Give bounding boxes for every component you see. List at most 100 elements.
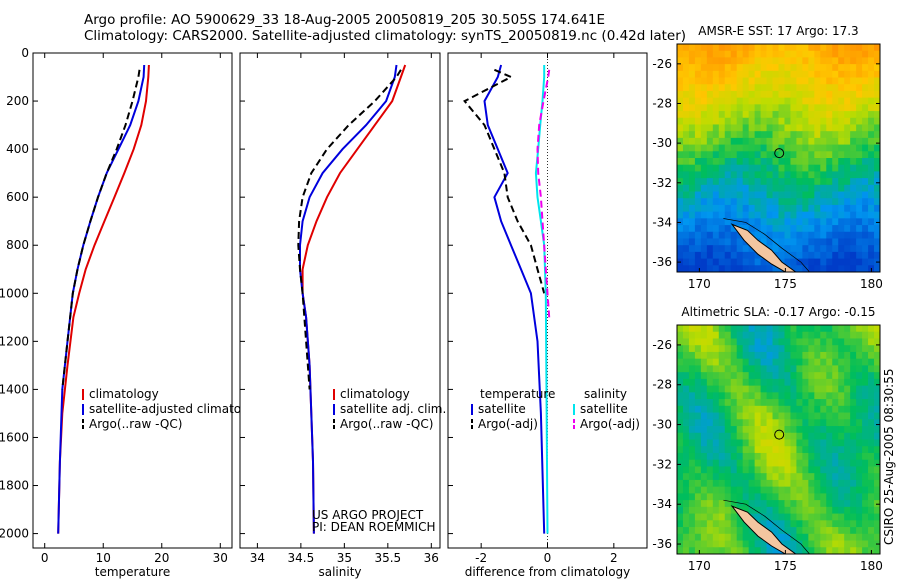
map-cell xyxy=(772,331,779,339)
map-cell xyxy=(808,211,815,219)
map-cell xyxy=(700,372,708,380)
map-cell xyxy=(682,506,690,514)
map-cell xyxy=(784,258,791,266)
map-cell xyxy=(868,204,875,213)
map-cell xyxy=(790,70,797,78)
map-cell xyxy=(742,178,750,186)
map-cell xyxy=(736,479,744,488)
map-cell xyxy=(754,198,761,206)
map-cell xyxy=(682,426,690,434)
map-cell xyxy=(706,211,714,219)
map-cell xyxy=(677,265,684,273)
map-cell xyxy=(772,392,779,400)
map-cell xyxy=(784,392,791,400)
map-cell xyxy=(814,385,821,393)
map-cell xyxy=(742,527,750,535)
map-cell xyxy=(760,198,767,206)
map-cell xyxy=(718,473,726,481)
map-cell xyxy=(808,439,815,447)
map-cell xyxy=(808,527,815,535)
map-cell xyxy=(856,378,863,387)
map-cell xyxy=(844,533,851,541)
map-cell xyxy=(706,204,714,213)
map-cell xyxy=(694,164,702,172)
map-cell xyxy=(730,97,738,105)
map-cell xyxy=(826,44,833,52)
map-cell xyxy=(677,439,684,447)
map-cell xyxy=(802,211,809,219)
map-cell xyxy=(760,473,767,481)
map-cell xyxy=(718,265,726,273)
map-cell xyxy=(790,171,797,179)
map-cell xyxy=(736,171,744,179)
map-cell xyxy=(766,44,773,52)
map-cell xyxy=(700,204,708,213)
map-cell xyxy=(694,527,702,535)
map-cell xyxy=(796,331,803,339)
map-cell xyxy=(688,446,696,454)
map-cell xyxy=(838,527,845,535)
map-cell xyxy=(700,527,708,535)
map-cell xyxy=(856,90,863,99)
map-cell xyxy=(694,238,702,246)
map-cell xyxy=(778,372,785,380)
map-cell xyxy=(874,446,881,454)
map-cell xyxy=(868,184,875,192)
map-cell xyxy=(688,124,696,132)
map-cell xyxy=(796,251,803,259)
map-cell xyxy=(730,184,738,192)
map-cell xyxy=(790,64,797,72)
map-cell xyxy=(778,117,785,125)
map-cell xyxy=(838,251,845,259)
map-cell xyxy=(682,446,690,454)
map-cell xyxy=(820,527,827,535)
map-cell xyxy=(760,412,767,420)
map-cell xyxy=(724,365,732,373)
map-cell xyxy=(730,64,738,72)
map-cell xyxy=(772,44,779,52)
map-cell xyxy=(688,547,696,555)
map-cell xyxy=(748,439,756,447)
map-cell xyxy=(838,231,845,239)
map-cell xyxy=(748,325,756,333)
map-cell xyxy=(796,338,803,346)
map-cell xyxy=(700,547,708,555)
map-cell xyxy=(700,57,708,65)
map-cell xyxy=(760,513,767,521)
map-cell xyxy=(838,144,845,152)
map-cell xyxy=(826,412,833,420)
map-cell xyxy=(706,520,714,528)
map-cell xyxy=(682,111,690,119)
map-cell xyxy=(808,204,815,213)
map-cell xyxy=(736,184,744,192)
map-cell xyxy=(772,90,779,99)
map-cell xyxy=(802,57,809,65)
map-cell xyxy=(760,204,767,213)
map-cell xyxy=(706,50,714,58)
map-cell xyxy=(682,547,690,555)
map-cell xyxy=(700,358,708,366)
map-cell xyxy=(682,500,690,508)
map-cell xyxy=(844,70,851,78)
map-cell xyxy=(766,265,773,273)
map-cell xyxy=(778,171,785,179)
map-cell xyxy=(820,238,827,246)
map-cell xyxy=(796,97,803,105)
map-cell xyxy=(712,479,720,488)
map-cell xyxy=(694,486,702,494)
map-cell xyxy=(796,399,803,407)
map-cell xyxy=(874,520,881,528)
map-cell xyxy=(778,426,785,434)
map-cell xyxy=(838,351,845,360)
map-cell xyxy=(820,111,827,119)
map-cell xyxy=(814,171,821,179)
map-cell xyxy=(808,365,815,373)
map-cell xyxy=(694,64,702,72)
map-cell xyxy=(868,218,875,226)
map-cell xyxy=(850,419,857,427)
map-cell xyxy=(736,331,744,339)
map-cell xyxy=(802,500,809,508)
x-tick-label: 175 xyxy=(774,277,797,291)
map-cell xyxy=(748,117,756,125)
map-cell xyxy=(802,399,809,407)
